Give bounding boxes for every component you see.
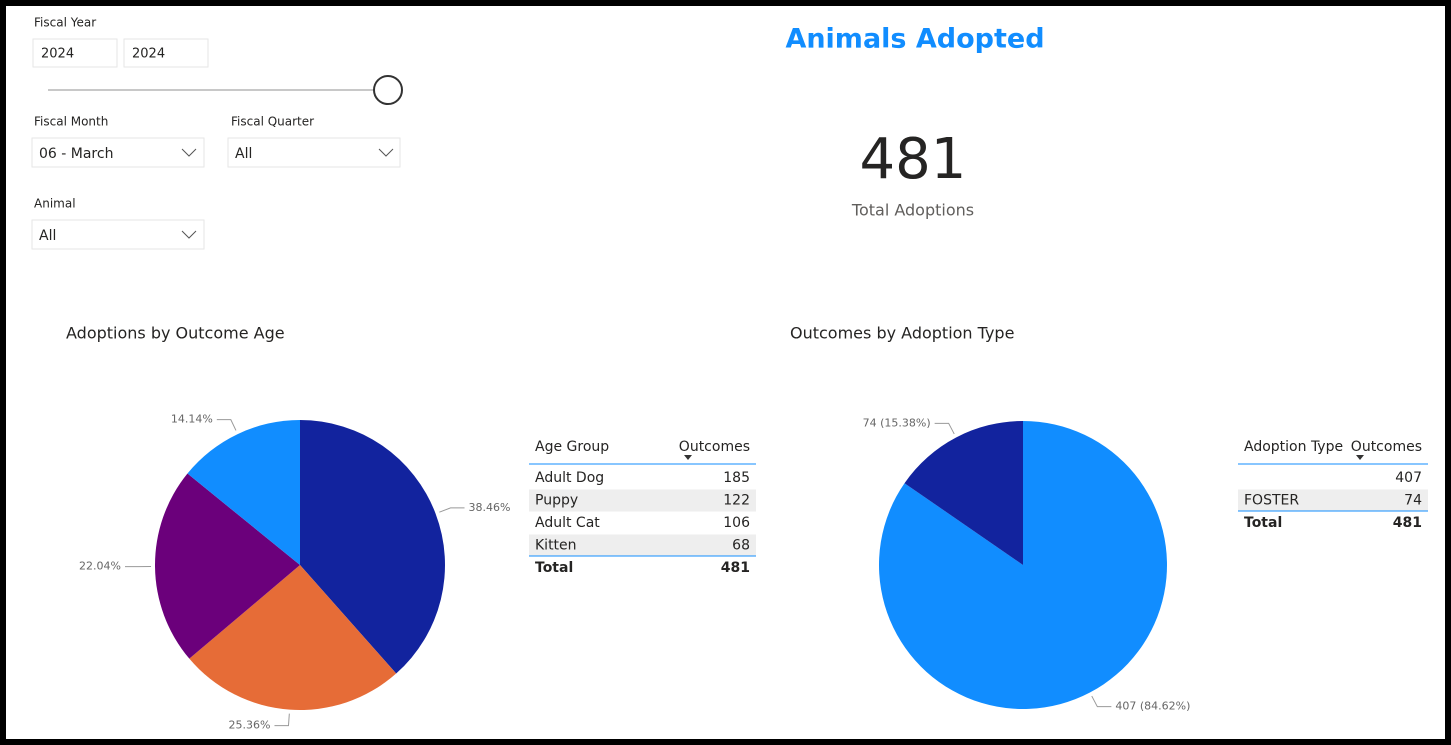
leader-line: [274, 713, 290, 727]
table-cell: FOSTER: [1244, 493, 1299, 509]
table-cell: 185: [723, 470, 750, 486]
data-label: 38.46%: [469, 501, 511, 514]
table-cell: 106: [723, 515, 750, 531]
month-dropdown[interactable]: [31, 137, 205, 168]
chevron: [181, 230, 197, 239]
table-cell: 122: [723, 493, 750, 509]
row-stripe: [529, 489, 756, 512]
chevron: [378, 148, 394, 157]
table-cell: 407: [1395, 470, 1422, 486]
leader-line: [216, 419, 237, 431]
table-total: 481: [1393, 515, 1422, 531]
year-to: 2024: [132, 47, 165, 62]
row-stripe: [1238, 489, 1428, 512]
table-total: Total: [1244, 515, 1282, 531]
month-value: 06 - March: [39, 146, 113, 162]
table-cell: 68: [732, 538, 750, 554]
table-total: Total: [535, 560, 573, 576]
year-from-box[interactable]: [32, 38, 118, 68]
table-cell: Kitten: [535, 538, 577, 554]
data-label: 407 (84.62%): [1115, 700, 1190, 713]
pie-slice: [189, 565, 397, 711]
row-stripe: [529, 534, 756, 557]
leader-line: [1091, 695, 1112, 708]
table-cell: Adult Dog: [535, 470, 604, 486]
year-from: 2024: [41, 47, 74, 62]
table-total: 481: [721, 560, 750, 576]
table-cell: 74: [1404, 493, 1422, 509]
table-cell: Adult Cat: [535, 515, 600, 531]
pie-slice: [904, 421, 1023, 565]
pie-slice: [187, 420, 300, 565]
table-header: Age Group: [535, 439, 609, 455]
quarter-value: All: [235, 146, 252, 162]
card-value: 481: [860, 127, 967, 192]
year-to-box[interactable]: [123, 38, 209, 68]
page-title: Animals Adopted: [785, 24, 1044, 55]
animal-value: All: [39, 228, 56, 244]
data-label: 22.04%: [79, 560, 121, 573]
filter-label: Fiscal Month: [34, 115, 108, 129]
filter-label: Animal: [34, 197, 76, 211]
pie-slice: [154, 473, 300, 659]
leader-line: [439, 507, 465, 513]
slider-handle[interactable]: [373, 75, 403, 105]
filter-label: Fiscal Quarter: [231, 115, 314, 129]
data-label: 25.36%: [229, 719, 271, 732]
pie-slice: [300, 419, 446, 674]
quarter-dropdown[interactable]: [227, 137, 401, 168]
leader-line: [934, 422, 955, 435]
chart-title: Outcomes by Adoption Type: [790, 324, 1014, 343]
table-cell: Puppy: [535, 493, 578, 509]
table-header: Outcomes: [1351, 439, 1422, 455]
data-label: 14.14%: [171, 413, 213, 426]
sort-arrow: [1356, 455, 1364, 460]
table-header: Outcomes: [679, 439, 750, 455]
table-header: Adoption Type: [1244, 439, 1343, 455]
chart-title: Adoptions by Outcome Age: [66, 324, 285, 343]
data-label: 74 (15.38%): [863, 416, 931, 429]
filter-label: Fiscal Year: [34, 16, 96, 30]
animal-dropdown[interactable]: [31, 219, 205, 250]
card-label: Total Adoptions: [851, 201, 974, 220]
sort-arrow: [684, 455, 692, 460]
chevron: [181, 148, 197, 157]
